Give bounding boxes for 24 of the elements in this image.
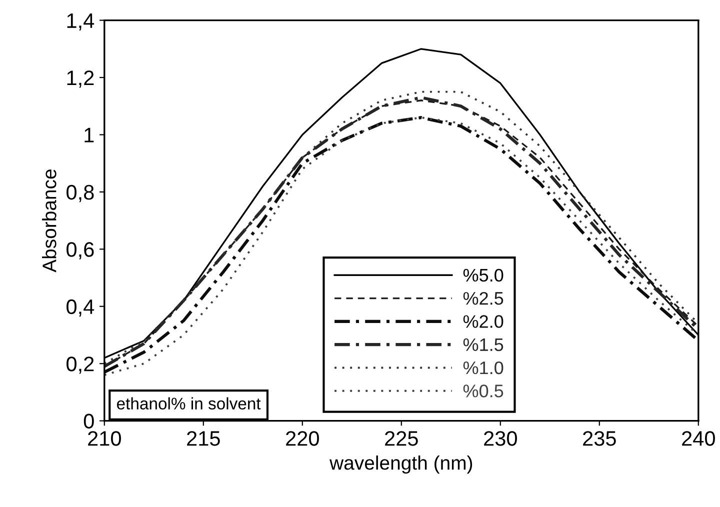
text: %2.5 [463, 292, 504, 305]
text: %1.0 [463, 361, 504, 374]
x-tick-label: 225 [385, 431, 418, 446]
text: %5.0 [463, 268, 504, 282]
text: %2.0 [463, 315, 504, 328]
y-tick-label: 0,4 [66, 299, 94, 317]
y-tick-label: 0 [84, 414, 94, 429]
y-tick-label: 0,6 [66, 242, 94, 260]
x-axis-title: wavelength (nm) [330, 456, 472, 474]
x-tick-label: 230 [484, 431, 517, 446]
text: %1.5 [463, 338, 504, 352]
x-tick-label: 240 [682, 431, 715, 446]
x-tick-label: 215 [187, 431, 220, 446]
y-tick-label: 0,8 [66, 184, 94, 202]
y-axis-title: Absorbance [42, 170, 56, 272]
y-tick-label: 1 [84, 128, 94, 142]
text: %0.5 [463, 384, 504, 398]
x-tick-label: 210 [88, 431, 121, 446]
x-tick-label: 220 [286, 431, 319, 446]
y-tick-label: 0,2 [66, 356, 94, 374]
annotation: ethanol% in solvent [116, 397, 261, 410]
y-tick-label: 1,4 [67, 13, 94, 30]
y-tick-label: 1,2 [67, 70, 94, 88]
x-tick-label: 235 [583, 431, 616, 446]
